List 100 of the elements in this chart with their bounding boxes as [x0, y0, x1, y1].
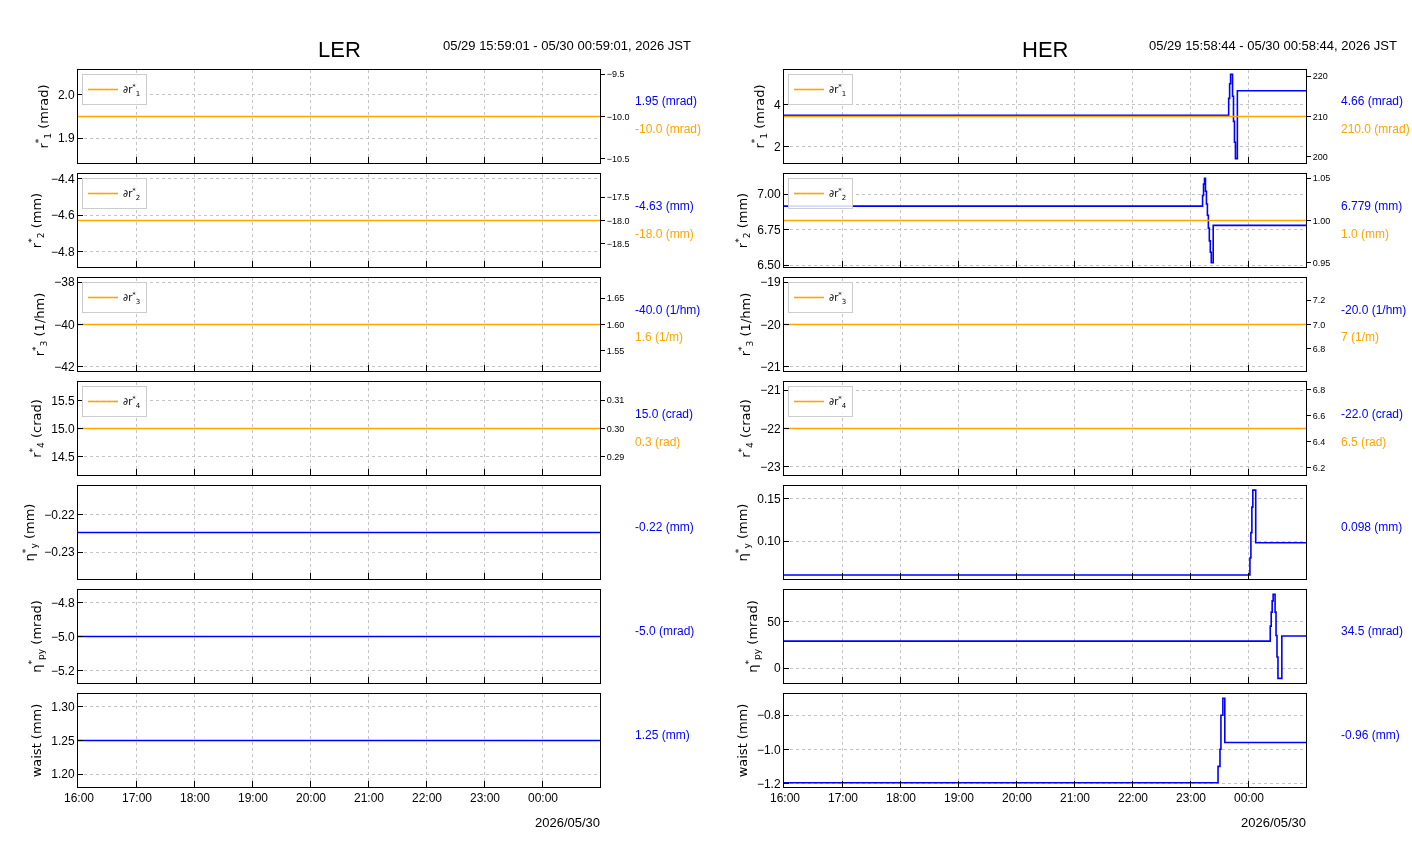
- y-tick-label: 50: [767, 614, 781, 629]
- text: -4.63 (mm): [635, 199, 694, 213]
- y-tick-label: −4.6: [50, 208, 75, 223]
- chart-subtitle: 05/29 15:59:01 - 05/30 00:59:01, 2026 JST: [443, 38, 691, 53]
- y2-tick-label: 0.29: [606, 451, 625, 462]
- y-axis-title: waist (mm): [734, 703, 750, 778]
- y-tick-label: −4.4: [50, 171, 75, 186]
- y-tick-label: 2: [773, 139, 781, 154]
- text: -20.0 (1/hm): [1341, 303, 1407, 317]
- y-tick-label: 4: [773, 97, 781, 112]
- y-tick-label: −21: [760, 359, 781, 374]
- y-tick-label: 15.0: [51, 421, 75, 436]
- y2-tick-label: 200: [1312, 151, 1328, 162]
- x-tick-label: 22:00: [411, 791, 443, 806]
- x-tick-label: 18:00: [885, 791, 917, 806]
- x-axis-title: 2026/05/30: [535, 815, 601, 830]
- x-tick-label: 21:00: [353, 791, 385, 806]
- y2-tick-label: −17.5: [606, 192, 630, 203]
- y-tick-label: −4.8: [50, 244, 75, 259]
- text: -22.0 (crad): [1341, 407, 1404, 421]
- y-tick-label: −19: [760, 275, 781, 290]
- text: 7 (1/m): [1341, 330, 1380, 344]
- text: 1.95 (mrad): [635, 94, 698, 108]
- text: -10.0 (mrad): [635, 122, 702, 136]
- y-tick-label: −40: [54, 317, 75, 332]
- y-tick-label: 0.15: [757, 491, 781, 506]
- y-tick-label: 15.5: [51, 393, 75, 408]
- chart-subtitle: 05/29 15:58:44 - 05/30 00:58:44, 2026 JST: [1149, 38, 1397, 53]
- y-tick-label: −38: [54, 275, 75, 290]
- y2-tick-label: 7.2: [1312, 295, 1326, 306]
- y2-tick-label: −18.0: [606, 215, 630, 226]
- y2-tick-label: 7.0: [1312, 319, 1326, 330]
- text: 34.5 (mrad): [1341, 624, 1404, 638]
- y2-tick-label: 1.00: [1312, 215, 1331, 226]
- text: 1.0 (mm): [1341, 227, 1389, 241]
- text: 0.3 (rad): [635, 435, 681, 449]
- text: -18.0 (mm): [635, 227, 694, 241]
- x-tick-label: 23:00: [1175, 791, 1207, 806]
- y2-tick-label: 0.31: [606, 395, 625, 406]
- y2-tick-label: 1.05: [1312, 173, 1331, 184]
- x-tick-label: 19:00: [237, 791, 269, 806]
- y-tick-label: 0: [773, 661, 781, 676]
- y-tick-label: 0.10: [757, 534, 781, 549]
- x-axis-title: 2026/05/30: [1241, 815, 1307, 830]
- y-tick-label: −5.0: [50, 629, 75, 644]
- y-tick-label: 1.20: [51, 767, 75, 782]
- y2-tick-label: −9.5: [606, 69, 625, 80]
- y-tick-label: 1.25: [51, 733, 75, 748]
- x-tick-label: 17:00: [121, 791, 153, 806]
- x-tick-label: 17:00: [827, 791, 859, 806]
- text: 6.779 (mm): [1341, 199, 1403, 213]
- y-tick-label: −22: [760, 421, 781, 436]
- text: -40.0 (1/hm): [635, 303, 701, 317]
- y-tick-label: −23: [760, 460, 781, 475]
- y-tick-label: −0.23: [44, 545, 75, 560]
- y-tick-label: −0.8: [756, 708, 781, 723]
- y2-tick-label: −18.5: [606, 239, 630, 250]
- x-tick-label: 21:00: [1059, 791, 1091, 806]
- chart-title: LER: [318, 37, 361, 62]
- y-tick-label: −5.2: [50, 663, 75, 678]
- x-tick-label: 23:00: [469, 791, 501, 806]
- x-tick-label: 18:00: [179, 791, 211, 806]
- x-tick-label: 20:00: [1001, 791, 1033, 806]
- y-tick-label: −1.2: [756, 776, 781, 791]
- y2-tick-label: 6.6: [1312, 410, 1326, 421]
- x-tick-label: 22:00: [1117, 791, 1149, 806]
- text: -0.22 (mm): [635, 520, 694, 534]
- y-tick-label: −1.0: [756, 742, 781, 757]
- y-tick-label: −0.22: [44, 507, 75, 522]
- y-tick-label: −42: [54, 359, 75, 374]
- y2-tick-label: −10.0: [606, 111, 630, 122]
- text: 210.0 (mrad): [1341, 122, 1410, 136]
- text: 1.25 (mm): [635, 728, 690, 742]
- text: 6.5 (rad): [1341, 435, 1387, 449]
- y2-tick-label: 0.95: [1312, 257, 1331, 268]
- y2-tick-label: 6.8: [1312, 384, 1326, 395]
- y2-tick-label: 1.55: [606, 346, 625, 357]
- y-tick-label: 6.50: [757, 258, 781, 273]
- y2-tick-label: 210: [1312, 111, 1328, 122]
- y2-tick-label: 6.4: [1312, 436, 1326, 447]
- text: 0.098 (mm): [1341, 520, 1403, 534]
- y-tick-label: 14.5: [51, 449, 75, 464]
- text: -0.96 (mm): [1341, 728, 1400, 742]
- y-tick-label: 2.0: [57, 87, 75, 102]
- y-axis-title: waist (mm): [29, 703, 45, 778]
- y-tick-label: −21: [760, 383, 781, 398]
- x-tick-label: 00:00: [527, 791, 559, 806]
- y2-tick-label: 220: [1312, 71, 1328, 82]
- x-tick-label: 20:00: [295, 791, 327, 806]
- y-tick-label: −4.8: [50, 595, 75, 610]
- chart-title: HER: [1022, 37, 1069, 62]
- x-tick-label: 19:00: [943, 791, 975, 806]
- y-tick-label: 6.75: [757, 222, 781, 237]
- text: 1.6 (1/m): [635, 330, 684, 344]
- y-tick-label: 1.9: [57, 131, 75, 146]
- y2-tick-label: 6.2: [1312, 462, 1326, 473]
- y2-tick-label: 6.8: [1312, 343, 1326, 354]
- x-tick-label: 16:00: [63, 791, 95, 806]
- x-tick-label: 16:00: [769, 791, 801, 806]
- y-tick-label: 7.00: [757, 187, 781, 202]
